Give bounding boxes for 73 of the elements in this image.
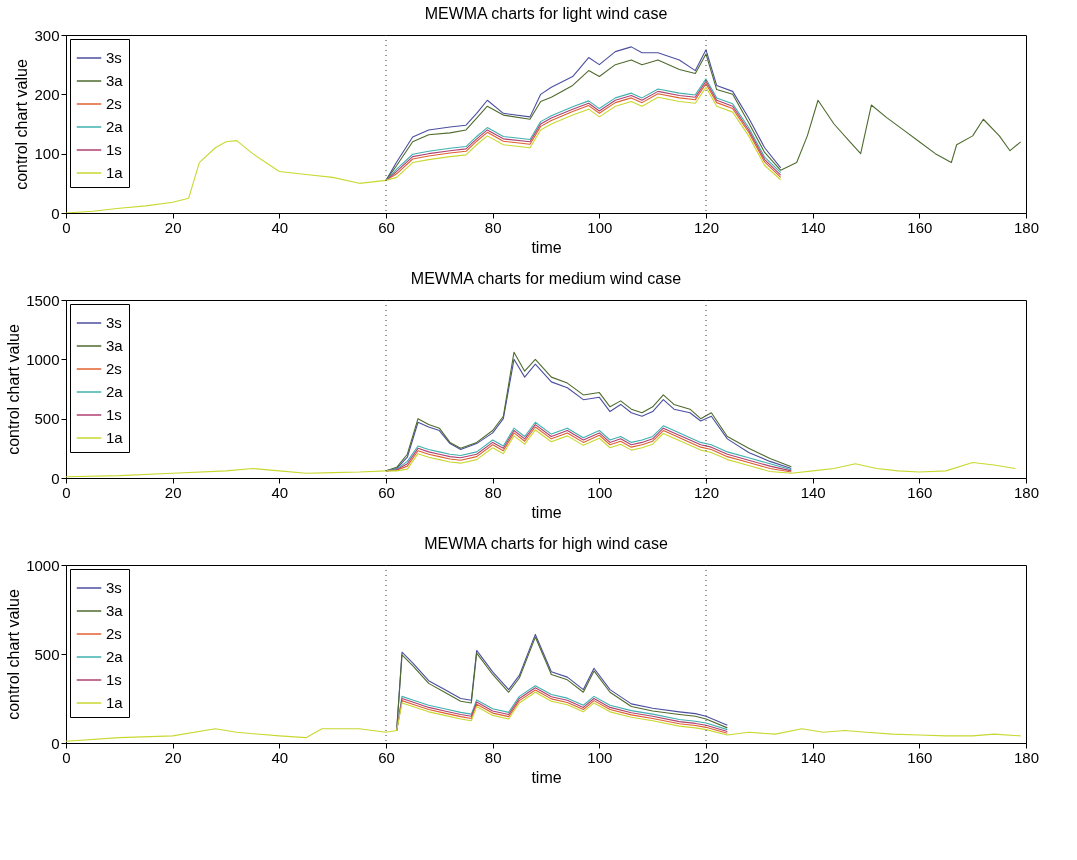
x-tick-label: 160: [907, 218, 933, 236]
chart-title: MEWMA charts for medium wind case: [410, 270, 682, 287]
x-tick-label: 100: [587, 483, 613, 501]
line-series: [385, 46, 782, 181]
y-tick-label: 0: [51, 204, 60, 222]
line-series: [385, 53, 1022, 181]
x-tick-label: 20: [164, 218, 182, 236]
chart-title: MEWMA charts for high wind case: [424, 535, 668, 552]
x-tick-label: 180: [1013, 748, 1040, 766]
legend-label: 3s: [106, 49, 122, 66]
legend-label: 3a: [106, 337, 124, 354]
x-tick-label: 40: [271, 483, 289, 501]
y-tick-label: 300: [34, 26, 60, 44]
x-tick-label: 60: [378, 483, 395, 501]
y-axis-title: control chart value: [5, 324, 23, 455]
legend-label: 3s: [106, 314, 122, 331]
x-tick-label: 40: [271, 218, 289, 236]
legend-label: 3a: [106, 72, 124, 89]
line-series: [66, 429, 1016, 478]
x-tick-label: 120: [693, 748, 720, 766]
x-tick-label: 0: [62, 483, 71, 501]
x-tick-label: 120: [693, 218, 720, 236]
x-axis-title: time: [531, 503, 562, 521]
legend-label: 1s: [106, 671, 122, 688]
legend-label: 1s: [106, 406, 122, 423]
x-tick-label: 0: [62, 748, 71, 766]
legend-label: 2s: [106, 360, 122, 377]
x-tick-label: 140: [800, 218, 826, 236]
x-tick-label: 20: [164, 748, 182, 766]
legend-label: 1a: [106, 164, 124, 181]
x-tick-label: 0: [62, 218, 71, 236]
y-tick-label: 200: [34, 85, 60, 103]
x-tick-label: 80: [484, 218, 502, 236]
y-tick-label: 0: [51, 734, 60, 752]
legend-label: 2a: [106, 648, 124, 665]
y-axis-title: control chart value: [5, 589, 23, 720]
legend-label: 2s: [106, 95, 122, 112]
x-tick-label: 140: [800, 483, 826, 501]
chart-title: MEWMA charts for light wind case: [424, 5, 668, 22]
y-tick-label: 500: [34, 645, 60, 663]
legend-label: 3a: [106, 602, 124, 619]
x-tick-label: 120: [693, 483, 720, 501]
legend-label: 1s: [106, 141, 122, 158]
x-tick-label: 100: [587, 218, 613, 236]
legend-label: 1a: [106, 694, 124, 711]
x-tick-label: 80: [484, 748, 502, 766]
x-axis-title: time: [531, 238, 562, 256]
y-tick-label: 1000: [26, 556, 60, 574]
x-tick-label: 160: [907, 483, 933, 501]
x-tick-label: 20: [164, 483, 182, 501]
legend-label: 2a: [106, 383, 124, 400]
x-tick-label: 160: [907, 748, 933, 766]
line-series: [66, 691, 1022, 742]
legend-label: 1a: [106, 429, 124, 446]
y-tick-label: 100: [34, 145, 60, 163]
legend-label: 3s: [106, 579, 122, 596]
x-tick-label: 180: [1013, 483, 1040, 501]
legend-label: 2s: [106, 625, 122, 642]
x-tick-label: 60: [378, 218, 395, 236]
y-tick-label: 1500: [26, 291, 60, 309]
y-axis-title: control chart value: [13, 59, 31, 190]
y-tick-label: 0: [51, 469, 60, 487]
x-tick-label: 40: [271, 748, 289, 766]
x-tick-label: 140: [800, 748, 826, 766]
x-axis-title: time: [531, 768, 562, 786]
y-tick-label: 500: [34, 410, 60, 428]
line-series: [66, 86, 782, 213]
x-tick-label: 80: [484, 483, 502, 501]
legend-label: 2a: [106, 118, 124, 135]
x-tick-label: 100: [587, 748, 613, 766]
x-tick-label: 180: [1013, 218, 1040, 236]
x-tick-label: 60: [378, 748, 395, 766]
y-tick-label: 1000: [26, 350, 60, 368]
